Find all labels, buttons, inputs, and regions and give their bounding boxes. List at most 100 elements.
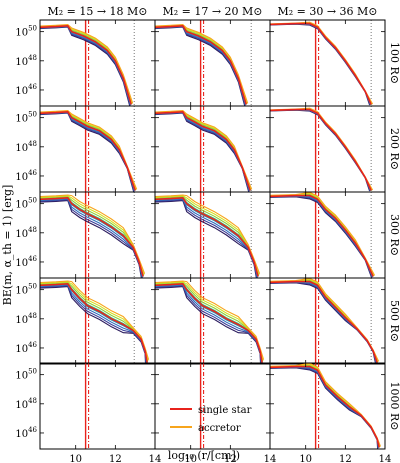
column-titles: M₂ = 15 → 18 M⊙ M₂ = 17 → 20 M⊙ M₂ = 30 → …: [47, 5, 377, 18]
single-star-line: [155, 196, 259, 277]
y-axis-label: BE(m, α_th = 1) [erg]: [1, 185, 14, 306]
x-tick-label: 14: [149, 454, 162, 463]
ensemble-line: [270, 108, 373, 191]
panel: 10 12 14: [154, 362, 277, 463]
ensemble-line: [270, 109, 372, 191]
x-tick-label: 12: [224, 454, 237, 463]
ensemble-line: [40, 282, 148, 363]
ensemble-line: [270, 196, 373, 278]
ensemble-line: [270, 109, 371, 192]
y-tick-label: 1050: [15, 197, 37, 211]
legend-label: accretor: [198, 423, 241, 434]
panel-frame: [269, 19, 386, 107]
y-tick-label: 1048: [15, 54, 37, 68]
ensemble-line: [155, 282, 263, 363]
y-tick-label: 1050: [15, 111, 37, 125]
ensemble-line: [270, 109, 371, 192]
single-star-line: [155, 24, 247, 105]
y-tick-label: 1046: [15, 341, 37, 355]
ensemble-line: [40, 110, 138, 190]
x-tick-label: 12: [339, 454, 352, 463]
row-label: 300 R⊙: [388, 214, 400, 256]
x-axis-label: log₁₀ (r/[cm]): [168, 449, 240, 462]
x-tick-label: 12: [109, 454, 122, 463]
ensemble-line: [155, 280, 265, 360]
panel-frame: [39, 362, 156, 450]
ensemble-line: [270, 107, 374, 191]
panel-frame: [154, 105, 271, 193]
panel: [154, 105, 271, 193]
panel-frame: [269, 362, 386, 450]
panel: 10 12 14: [269, 362, 391, 463]
row-labels: 100 R⊙ 200 R⊙ 300 R⊙ 500 R⊙ 1000 R⊙: [388, 42, 400, 431]
row-label: 200 R⊙: [388, 128, 400, 170]
ensemble-line: [270, 365, 380, 448]
ensemble-line: [40, 280, 150, 360]
ensemble-line: [270, 22, 373, 105]
y-tick-label: 1046: [15, 426, 37, 440]
panel-frame: [39, 277, 156, 365]
y-tick-label: 1050: [15, 25, 37, 39]
y-tick-label: 1048: [15, 226, 37, 240]
y-tick-label: 1050: [15, 368, 37, 382]
ensemble-line: [270, 364, 381, 448]
column-title: M₂ = 17 → 20 M⊙: [162, 5, 262, 18]
x-tick-label: 10: [69, 454, 82, 463]
single-star-line: [155, 110, 251, 191]
panel-frame: [154, 277, 271, 365]
row-label: 1000 R⊙: [388, 382, 400, 431]
panels: 1046 1048 1050 1046 1048 1050 1046 1048 1050 1046…: [15, 19, 391, 463]
ensemble-line: [270, 22, 372, 105]
ensemble-line: [270, 363, 381, 447]
panel: [154, 277, 271, 365]
x-tick-label: 14: [264, 454, 277, 463]
single-star-line: [40, 282, 148, 363]
panel: [269, 105, 386, 193]
y-tick-label: 1046: [15, 83, 37, 97]
ensemble-line: [270, 23, 372, 106]
panel: 1046 1048 1050: [15, 105, 156, 193]
ensemble-line: [40, 24, 134, 104]
x-tick-label: 10: [184, 454, 197, 463]
panel: [269, 277, 386, 365]
y-tick-label: 1048: [15, 140, 37, 154]
panel-frame: [269, 277, 386, 365]
ensemble-line: [155, 24, 249, 104]
y-tick-label: 1048: [15, 397, 37, 411]
ensemble-line: [270, 109, 372, 192]
ensemble-line: [270, 195, 373, 278]
panel: [269, 19, 386, 107]
ensemble-line: [270, 363, 382, 447]
ensemble-line: [270, 22, 373, 105]
ensemble-line: [270, 195, 374, 278]
legend: single star accretor: [170, 405, 252, 434]
panel: 1046 1048 1050: [15, 191, 156, 279]
y-tick-label: 1046: [15, 255, 37, 269]
row-label: 500 R⊙: [388, 300, 400, 342]
ensemble-line: [270, 23, 372, 105]
panel-frame: [39, 19, 156, 107]
ensemble-line: [155, 283, 263, 363]
single-star-line: [40, 110, 136, 191]
single-star-line: [155, 282, 263, 363]
panel-frame: [154, 191, 271, 279]
panel: 1046 1048 1050: [15, 19, 156, 107]
y-tick-label: 1046: [15, 169, 37, 183]
panel: [154, 19, 271, 107]
panel: 1046 1048 1050: [15, 277, 156, 365]
column-title: M₂ = 30 → 36 M⊙: [277, 5, 377, 18]
ensemble-line: [40, 194, 146, 274]
single-star-line: [270, 108, 372, 191]
single-star-line: [40, 196, 144, 277]
ensemble-line: [270, 23, 371, 106]
ensemble-line: [270, 192, 376, 276]
ensemble-line: [155, 281, 264, 361]
ensemble-line: [155, 110, 253, 190]
panel: [154, 191, 271, 279]
single-star-line: [270, 194, 374, 277]
single-star-line: [270, 22, 372, 105]
row-label: 100 R⊙: [388, 42, 400, 84]
x-tick-label: 10: [299, 454, 312, 463]
ensemble-line: [270, 108, 373, 191]
